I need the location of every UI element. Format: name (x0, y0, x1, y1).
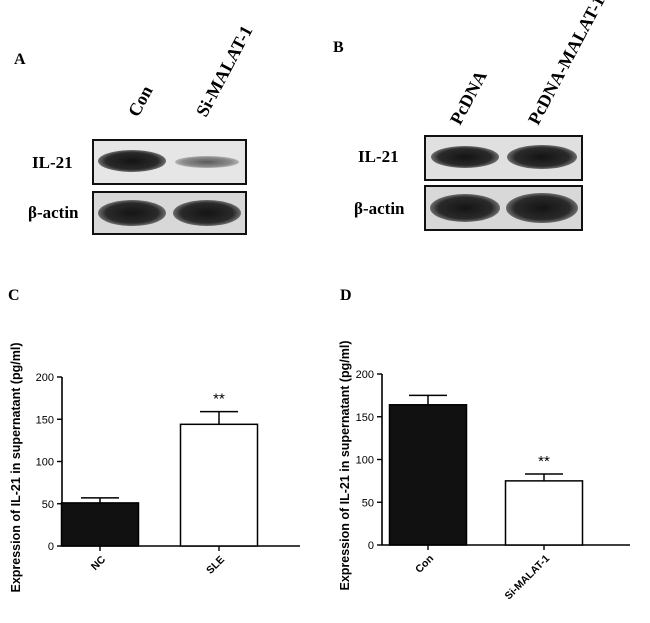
panel-b: B PcDNA PcDNA-MALAT-1 IL-21 β-actin (333, 0, 609, 231)
chart-d-bar (388, 404, 468, 546)
panel-d-chart: 0 50 100 150 200 Expression of IL-21 in super… (338, 340, 630, 602)
panel-a-letter: A (14, 51, 26, 68)
chart-d-category-label: Con (413, 553, 436, 576)
chart-c-y-tick-label: 50 (42, 499, 54, 511)
chart-d-y-tick-label: 0 (368, 540, 374, 552)
chart-c-category-label: NC (89, 553, 109, 573)
chart-d-y-tick-label: 100 (356, 455, 374, 467)
chart-d-y-tick-label: 150 (356, 412, 374, 424)
chart-c-category-label: SLE (204, 554, 227, 577)
panel-b-letter: B (333, 39, 344, 56)
chart-c-bar (179, 423, 259, 547)
panel-b-row-label-il21: IL-21 (358, 147, 399, 166)
band (506, 193, 578, 223)
band (98, 150, 166, 172)
panel-c-letter: C (8, 287, 20, 304)
panel-b-blot-actin (424, 185, 583, 231)
panel-a-lane-label-si-malat: Si-MALAT-1 (192, 22, 257, 120)
panel-a-row-label-il21: IL-21 (32, 153, 73, 172)
chart-c-y-tick-label: 150 (36, 414, 54, 426)
panel-c-chart: 0 50 100 150 200 Expression of IL-21 in super… (9, 342, 300, 593)
chart-c-y-tick-label: 200 (36, 372, 54, 384)
chart-d-significance-label: ** (538, 453, 550, 470)
panel-a-blot-actin (92, 191, 247, 235)
panel-d-letter: D (340, 287, 352, 304)
chart-c-y-axis-label: Expression of IL-21 in supernatant (pg/m… (9, 342, 23, 592)
chart-d-bar (504, 480, 584, 546)
band (175, 156, 239, 168)
chart-d-y-axis-label: Expression of IL-21 in supernatant (pg/m… (338, 340, 352, 590)
panel-a-row-label-actin: β-actin (28, 203, 79, 222)
band (173, 200, 241, 226)
panel-a: A Con Si-MALAT-1 IL-21 β-actin (14, 22, 257, 235)
panel-b-lane-label-pcdna: PcDNA (446, 67, 491, 128)
band (98, 200, 166, 226)
band (431, 146, 499, 168)
panel-a-lane-label-con: Con (124, 82, 157, 120)
panel-b-row-label-actin: β-actin (354, 199, 405, 218)
chart-c-bar (60, 502, 140, 547)
chart-c-significance-label: ** (213, 391, 225, 408)
chart-d-y-tick-label: 50 (362, 497, 374, 509)
panel-b-blot-il21 (424, 135, 583, 181)
panel-a-blot-il21 (92, 139, 247, 185)
band (430, 194, 500, 222)
chart-c-y-tick-label: 0 (48, 541, 54, 553)
band (507, 145, 577, 169)
chart-d-y-tick-label: 200 (356, 369, 374, 381)
chart-c-y-tick-label: 100 (36, 457, 54, 469)
chart-d-category-label: Si-MALAT-1 (503, 553, 553, 603)
panel-b-lane-label-pcdna-malat: PcDNA-MALAT-1 (524, 0, 609, 128)
